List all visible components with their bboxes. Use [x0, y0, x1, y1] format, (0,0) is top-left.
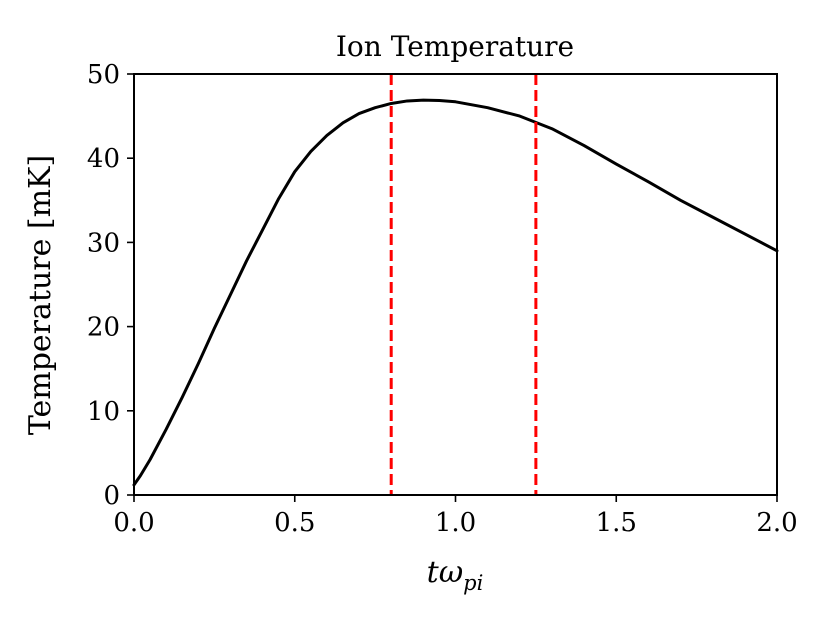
plot-area — [132, 74, 779, 495]
chart-title: Ion Temperature — [336, 30, 574, 63]
x-tick-label: 0.0 — [113, 508, 154, 538]
x-tick-label: 1.0 — [435, 508, 476, 538]
y-tick-label: 20 — [87, 313, 120, 343]
y-tick-label: 40 — [87, 144, 120, 174]
y-tick-label: 0 — [103, 481, 120, 511]
x-tick-label: 2.0 — [756, 508, 797, 538]
y-tick-label: 50 — [87, 60, 120, 90]
x-axis-label-subscript: pi — [463, 571, 483, 595]
x-axis-label-main: tω — [427, 555, 464, 590]
y-tick-label: 30 — [87, 228, 120, 258]
y-axis-label: Temperature [mK] — [23, 155, 58, 435]
y-axis: 0 10 20 30 40 50 — [87, 60, 134, 511]
x-axis: 0.0 0.5 1.0 1.5 2.0 — [113, 495, 798, 538]
y-tick-label: 10 — [87, 397, 120, 427]
x-tick-label: 1.5 — [596, 508, 637, 538]
series-line-1 — [132, 98, 779, 487]
x-axis-label: tωpi — [427, 555, 484, 595]
axes-frame — [133, 73, 778, 496]
x-tick-label: 0.5 — [274, 508, 315, 538]
